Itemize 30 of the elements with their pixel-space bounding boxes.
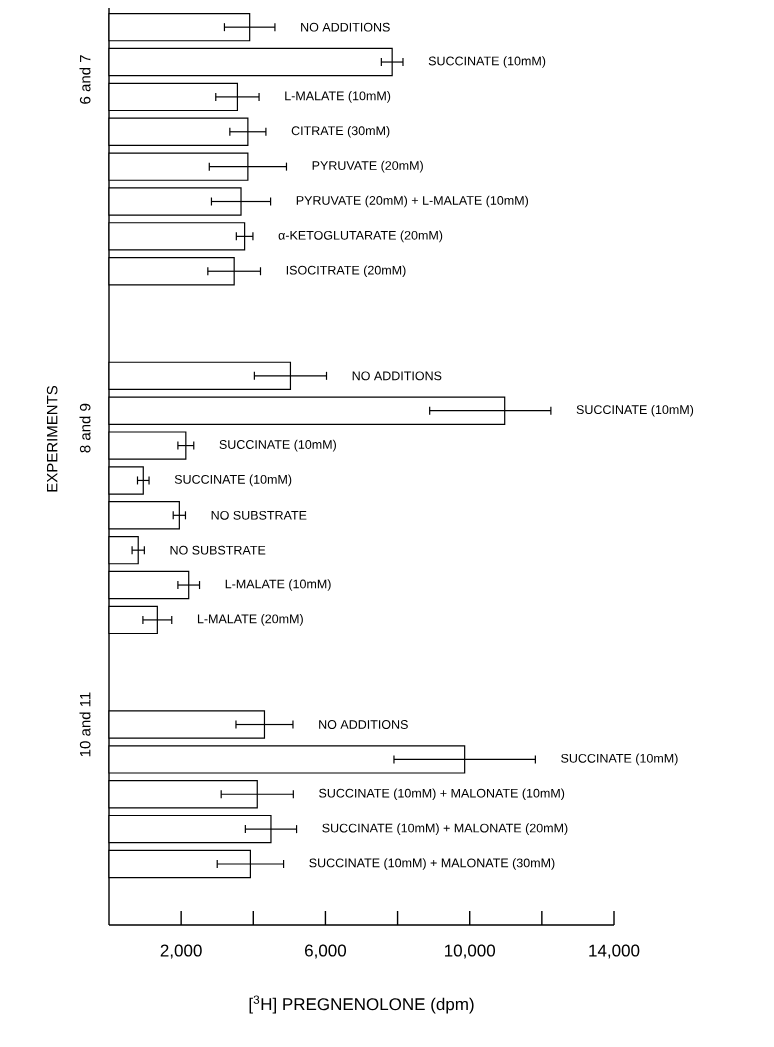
y-tick-label: L-MALATE (20mM) bbox=[197, 614, 303, 626]
y-tick-label: L-MALATE (10mM) bbox=[225, 579, 331, 591]
y-axis-title: EXPERIMENTS bbox=[46, 385, 58, 492]
y-tick-label: SUCCINATE (10mM) + MALONATE (30mM) bbox=[309, 858, 555, 870]
y-tick-label: α-KETOGLUTARATE (20mM) bbox=[278, 230, 443, 243]
y-tick-label: L-MALATE (10mM) bbox=[285, 91, 391, 103]
x-tick-label: 10,000 bbox=[445, 944, 496, 959]
x-axis-title: [$^{3}$H] PREGNENOLONE (dpm) bbox=[249, 995, 474, 1014]
y-tick-label: SUCCINATE (10mM) + MALONATE (20mM) bbox=[322, 823, 568, 835]
y-tick-label: SUCCINATE (10mM) bbox=[219, 439, 336, 452]
y-tick-label: NO SUBSTRATE bbox=[170, 545, 266, 555]
text: 6 and 7 bbox=[79, 55, 91, 104]
y-tick-label: PYRUVATE (20mM) bbox=[312, 160, 423, 173]
text: 8 and 9 bbox=[79, 403, 91, 453]
text: 10 and 11 bbox=[79, 692, 91, 757]
y-tick-label: NO ADDITIONS bbox=[352, 371, 442, 381]
x-tick-label: 6,000 bbox=[305, 944, 347, 959]
x-tick-label: 14,000 bbox=[589, 944, 640, 959]
y-tick-label: SUCCINATE (10mM) bbox=[561, 753, 678, 766]
y-tick-label: ISOCITRATE (20mM) bbox=[286, 265, 406, 278]
y-tick-label: SUCCINATE (10mM) + MALONATE (10mM) bbox=[319, 788, 565, 801]
y-tick-label: SUCCINATE (10mM) bbox=[428, 56, 546, 68]
y-tick-label: SUCCINATE (10mM) bbox=[174, 474, 292, 487]
x-tick-label: 2,000 bbox=[160, 944, 202, 959]
y-tick-label: NO ADDITIONS bbox=[301, 22, 390, 32]
y-tick-label: NO ADDITIONS bbox=[319, 720, 408, 729]
y-tick-label: PYRUVATE (20mM) + L-MALATE (10mM) bbox=[296, 195, 528, 208]
y-tick-label: CITRATE (30mM) bbox=[291, 125, 390, 138]
y-tick-label: NO SUBSTRATE bbox=[211, 510, 307, 520]
y-tick-label: SUCCINATE (10mM) bbox=[576, 404, 694, 417]
